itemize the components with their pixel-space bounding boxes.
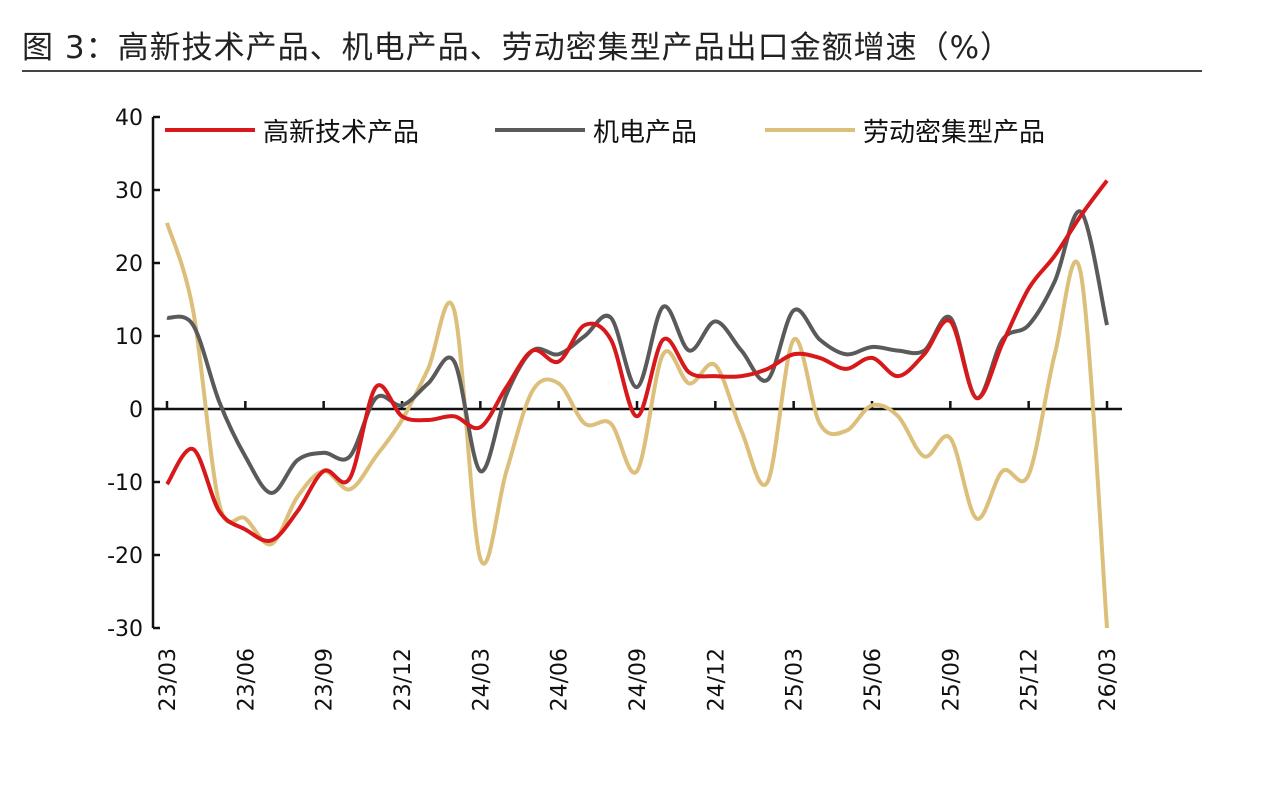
- x-tick-label: 26/03: [1096, 648, 1121, 711]
- y-tick-label: 10: [115, 325, 143, 350]
- x-tick-label: 25/09: [939, 648, 964, 711]
- x-tick-label: 23/06: [234, 648, 259, 711]
- y-tick-label: -10: [107, 471, 143, 496]
- x-tick-label: 23/12: [391, 648, 416, 711]
- legend-label: 高新技术产品: [263, 118, 419, 148]
- x-tick-label: 24/09: [626, 648, 651, 711]
- legend-label: 机电产品: [593, 118, 697, 148]
- x-tick-label: 24/03: [469, 648, 494, 711]
- x-tick-label: 25/06: [861, 648, 886, 711]
- chart-title: 图 3：高新技术产品、机电产品、劳动密集型产品出口金额增速（%）: [22, 30, 1013, 66]
- y-tick-label: 30: [115, 179, 143, 204]
- x-tick-label: 24/06: [548, 648, 573, 711]
- x-tick-label: 24/12: [704, 648, 729, 711]
- title-divider: [22, 70, 1202, 72]
- y-tick-label: 40: [115, 106, 143, 131]
- y-tick-label: -20: [107, 544, 143, 569]
- y-tick-label: -30: [107, 617, 143, 642]
- y-tick-label: 0: [129, 398, 143, 423]
- y-tick-label: 20: [115, 252, 143, 277]
- series-line-2: [165, 222, 1109, 629]
- x-tick-label: 25/03: [783, 648, 808, 711]
- x-tick-label: 25/12: [1018, 648, 1043, 711]
- x-tick-label: 23/03: [156, 648, 181, 711]
- series-line-1: [166, 209, 1109, 495]
- x-tick-label: 23/09: [313, 648, 338, 711]
- legend-label: 劳动密集型产品: [863, 118, 1045, 148]
- series-line-0: [165, 179, 1109, 543]
